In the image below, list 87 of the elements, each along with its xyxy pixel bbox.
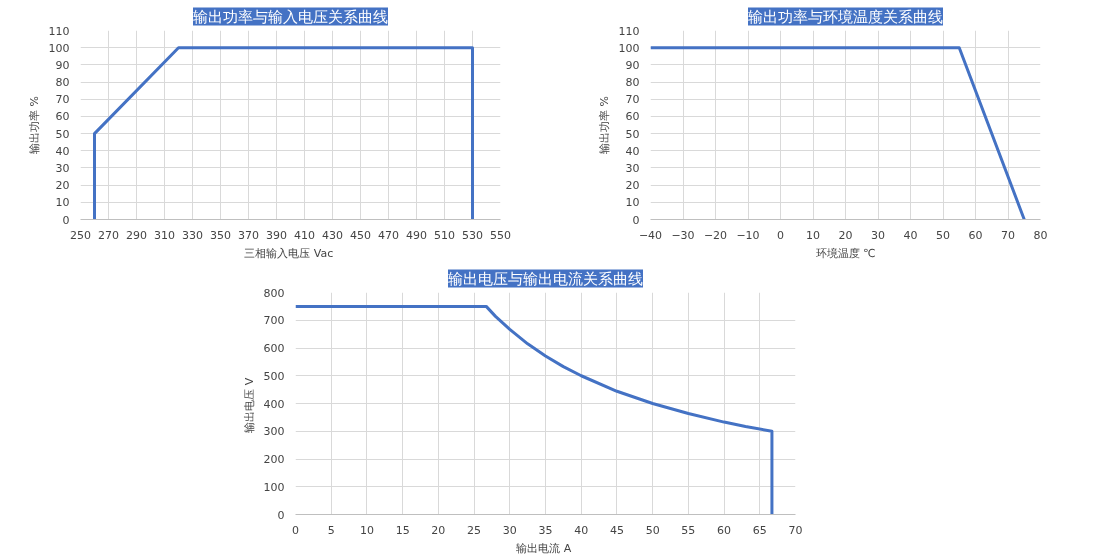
y-tick-label: 40 — [55, 144, 70, 158]
x-axis-title: 三相输入电压 Vac — [244, 246, 334, 260]
x-tick-label: 55 — [681, 523, 696, 537]
x-tick-label: 5 — [327, 523, 335, 537]
y-tick-label: 30 — [55, 161, 70, 175]
x-tick-label: 60 — [968, 228, 983, 242]
y-tick-label: 100 — [618, 41, 640, 55]
x-tick-label: 530 — [462, 228, 483, 242]
y-tick-label: 70 — [625, 93, 640, 107]
y-tick-label: 110 — [618, 24, 640, 38]
x-tick-label: 20 — [431, 523, 446, 537]
x-tick-label: 70 — [1001, 228, 1015, 242]
x-tick-label: 80 — [1033, 228, 1048, 242]
x-tick-label: −40 — [638, 228, 663, 242]
y-tick-label: 50 — [625, 127, 640, 141]
x-tick-label: 30 — [871, 228, 885, 242]
y-tick-label: 20 — [625, 179, 640, 193]
chart-title: 输出功率与环境温度关系曲线 — [748, 7, 943, 26]
y-tick-label: 110 — [48, 24, 70, 38]
x-tick-label: 430 — [322, 228, 343, 242]
x-tick-label: 330 — [182, 228, 203, 242]
x-tick-label: 50 — [936, 228, 950, 242]
y-tick-label: 80 — [625, 76, 640, 90]
x-axis-title: 环境温度 ℃ — [815, 246, 876, 260]
y-tick-label: 800 — [263, 286, 285, 300]
x-tick-label: 290 — [126, 228, 147, 242]
line-series — [295, 304, 774, 515]
x-tick-label: 250 — [70, 228, 91, 242]
y-tick-label: 0 — [632, 213, 640, 227]
y-tick-label: 70 — [55, 93, 70, 107]
x-tick-label: 450 — [350, 228, 371, 242]
y-axis-title: 输出功率 % — [597, 96, 611, 154]
x-tick-label: 35 — [538, 523, 553, 537]
x-tick-label: 0 — [292, 523, 299, 537]
x-tick-label: 40 — [903, 228, 918, 242]
y-tick-label: 400 — [263, 397, 285, 411]
y-tick-label: 700 — [263, 314, 285, 328]
x-tick-label: 40 — [574, 523, 589, 537]
x-axis-title: 输出电流 A — [516, 541, 572, 555]
y-tick-label: 10 — [625, 196, 640, 210]
y-tick-label: 30 — [625, 161, 640, 175]
x-tick-label: 10 — [359, 523, 374, 537]
x-tick-label: 20 — [838, 228, 853, 242]
x-tick-label: 65 — [752, 523, 767, 537]
y-tick-label: 90 — [55, 58, 70, 72]
x-tick-label: 510 — [434, 228, 455, 242]
x-tick-label: 550 — [490, 228, 511, 242]
x-tick-label: 0 — [777, 228, 784, 242]
x-tick-label: 350 — [210, 228, 231, 242]
y-tick-label: 10 — [55, 196, 70, 210]
x-tick-label: 390 — [266, 228, 287, 242]
x-tick-label: 270 — [98, 228, 119, 242]
y-tick-label: 100 — [48, 41, 70, 55]
x-tick-label: −20 — [703, 228, 728, 242]
y-tick-label: 600 — [263, 342, 285, 355]
y-tick-label: 100 — [263, 480, 285, 494]
y-axis-title: 输出功率 % — [27, 96, 41, 154]
y-tick-label: 0 — [62, 213, 70, 227]
x-tick-label: 60 — [717, 523, 732, 537]
x-tick-label: 50 — [645, 523, 660, 537]
y-tick-label: 0 — [277, 508, 285, 522]
y-axis-title: 输出电压 V — [242, 377, 256, 433]
y-tick-label: 60 — [625, 110, 640, 124]
x-tick-label: 470 — [378, 228, 399, 242]
chart-title: 输出功率与输入电压关系曲线 — [193, 7, 388, 26]
y-tick-label: 200 — [263, 453, 285, 466]
y-tick-label: 60 — [55, 110, 70, 124]
x-tick-label: 30 — [502, 523, 517, 537]
x-tick-label: 310 — [154, 228, 175, 242]
chart-title: 输出电压与输出电流关系曲线 — [448, 269, 643, 288]
y-tick-label: 40 — [625, 144, 640, 158]
x-tick-label: 25 — [467, 523, 482, 537]
x-tick-label: 10 — [806, 228, 820, 242]
x-tick-label: −30 — [671, 228, 695, 242]
y-tick-label: 90 — [625, 58, 640, 72]
x-tick-label: −10 — [736, 228, 760, 242]
x-tick-label: 370 — [238, 228, 259, 242]
y-tick-label: 300 — [263, 425, 285, 439]
x-tick-label: 70 — [788, 523, 803, 537]
x-tick-label: 410 — [294, 228, 315, 242]
y-tick-label: 50 — [55, 127, 70, 141]
x-tick-label: 45 — [609, 523, 624, 537]
y-tick-label: 500 — [263, 369, 285, 383]
x-tick-label: 15 — [395, 523, 410, 537]
y-tick-label: 20 — [55, 179, 70, 193]
x-tick-label: 490 — [406, 228, 427, 242]
y-tick-label: 80 — [55, 76, 70, 90]
